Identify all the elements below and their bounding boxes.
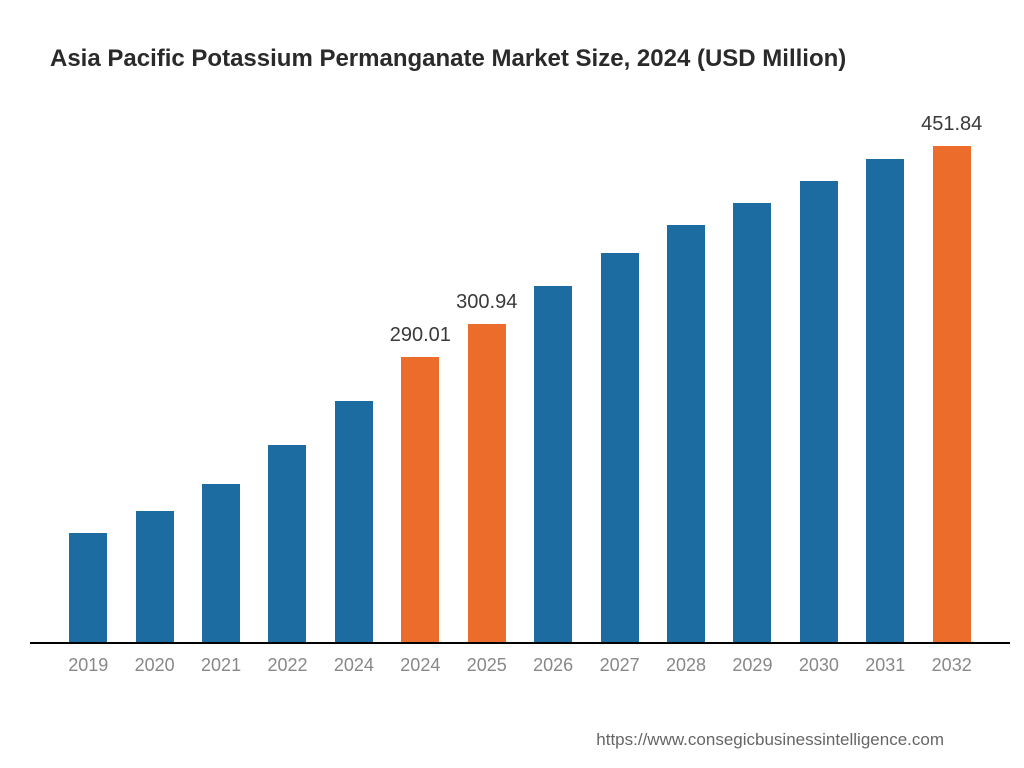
bar	[534, 286, 572, 644]
bar	[335, 401, 373, 643]
bar	[667, 225, 705, 643]
x-tick-label: 2030	[786, 655, 852, 676]
bar-value-label: 300.94	[456, 291, 517, 314]
x-axis: 2019202020212022202420242025202620272028…	[50, 655, 990, 676]
bar-wrap	[55, 93, 121, 643]
bar-wrap	[852, 93, 918, 643]
bar-wrap	[786, 93, 852, 643]
x-tick-label: 2019	[55, 655, 121, 676]
bar-wrap: 290.01	[387, 93, 453, 643]
bar-wrap	[121, 93, 187, 643]
bar	[202, 484, 240, 644]
x-tick-label: 2031	[852, 655, 918, 676]
x-tick-label: 2021	[188, 655, 254, 676]
x-tick-label: 2028	[653, 655, 719, 676]
x-tick-label: 2029	[719, 655, 785, 676]
chart-title: Asia Pacific Potassium Permanganate Mark…	[40, 45, 994, 73]
plot-area: 290.01300.94 451.84	[50, 93, 990, 643]
bar	[733, 203, 771, 643]
bar	[136, 511, 174, 643]
x-tick-label: 2024	[387, 655, 453, 676]
bar-wrap	[520, 93, 586, 643]
bar	[866, 159, 904, 643]
bar	[268, 445, 306, 643]
bar	[69, 533, 107, 643]
bar-wrap	[188, 93, 254, 643]
x-tick-label: 2022	[254, 655, 320, 676]
x-tick-label: 2027	[586, 655, 652, 676]
x-tick-label: 2025	[454, 655, 520, 676]
x-tick-label: 2020	[121, 655, 187, 676]
bar-wrap	[254, 93, 320, 643]
x-tick-label: 2026	[520, 655, 586, 676]
x-tick-label: 2032	[918, 655, 984, 676]
bar-value-label: 290.01	[390, 324, 451, 347]
bar	[468, 324, 506, 643]
chart-container: Asia Pacific Potassium Permanganate Mark…	[0, 0, 1024, 768]
bar-wrap	[321, 93, 387, 643]
bar	[800, 181, 838, 643]
bars-row: 290.01300.94 451.84	[50, 93, 990, 643]
bar-wrap	[653, 93, 719, 643]
source-url: https://www.consegicbusinessintelligence…	[596, 730, 944, 750]
bar-wrap	[719, 93, 785, 643]
x-axis-baseline	[30, 642, 1010, 644]
bar	[601, 253, 639, 644]
bar-wrap: 451.84	[918, 93, 984, 643]
bar-wrap	[586, 93, 652, 643]
x-tick-label: 2024	[321, 655, 387, 676]
bar-value-label: 451.84	[921, 113, 982, 136]
bar	[933, 146, 971, 643]
bar-wrap: 300.94	[454, 93, 520, 643]
bar	[401, 357, 439, 643]
